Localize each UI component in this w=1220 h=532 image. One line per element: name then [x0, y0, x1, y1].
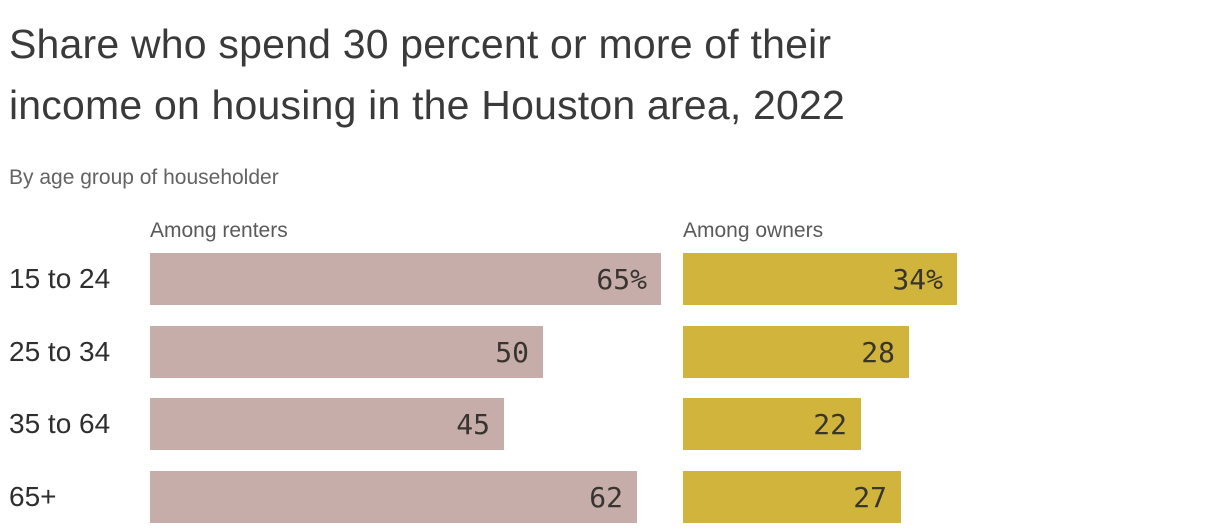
chart-title-line-1: Share who spend 30 percent or more of th… — [9, 21, 832, 67]
bar: 62 — [150, 471, 637, 523]
chart-title: Share who spend 30 percent or more of th… — [9, 14, 845, 136]
chart-subtitle: By age group of householder — [9, 166, 279, 189]
panel-header-renters: Among renters — [150, 219, 288, 242]
bar-value-label: 45 — [456, 407, 490, 441]
bar-value-label: 28 — [861, 335, 895, 369]
bar-value-label: 65% — [596, 262, 647, 296]
bar-value-label: 27 — [853, 480, 887, 514]
chart-title-line-2: income on housing in the Houston area, 2… — [9, 82, 846, 128]
bar-value-label: 34% — [892, 262, 943, 296]
bar: 50 — [150, 326, 543, 378]
category-label: 15 to 24 — [9, 263, 111, 294]
bar: 22 — [683, 398, 861, 450]
bar: 34% — [683, 253, 957, 305]
category-label: 35 to 64 — [9, 408, 111, 439]
bar-value-label: 22 — [813, 407, 847, 441]
bar: 28 — [683, 326, 909, 378]
bar: 45 — [150, 398, 504, 450]
category-label: 65+ — [9, 481, 57, 512]
category-label: 25 to 34 — [9, 336, 111, 367]
bar: 27 — [683, 471, 901, 523]
bar: 65% — [150, 253, 661, 305]
panel-header-owners: Among owners — [683, 219, 824, 242]
bar-value-label: 62 — [589, 480, 623, 514]
bar-value-label: 50 — [495, 335, 529, 369]
